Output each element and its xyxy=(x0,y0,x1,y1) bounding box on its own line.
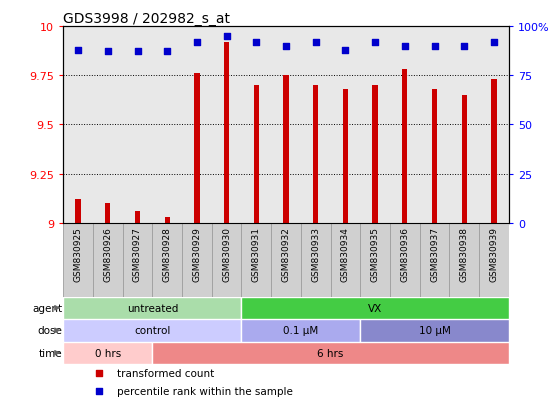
Bar xyxy=(241,319,360,342)
Text: GSM830932: GSM830932 xyxy=(282,227,290,282)
Point xyxy=(95,388,103,395)
Point xyxy=(163,49,172,56)
Bar xyxy=(194,74,200,223)
Text: GSM830928: GSM830928 xyxy=(163,227,172,282)
Bar xyxy=(449,223,479,297)
Point xyxy=(311,39,320,46)
Text: GSM830925: GSM830925 xyxy=(74,227,82,282)
Bar xyxy=(313,86,318,223)
Bar xyxy=(491,80,497,223)
Bar xyxy=(93,223,123,297)
Text: GSM830938: GSM830938 xyxy=(460,227,469,282)
Bar xyxy=(360,319,509,342)
Text: time: time xyxy=(39,348,63,358)
Bar xyxy=(301,223,331,297)
Text: GSM830929: GSM830929 xyxy=(192,227,201,282)
Bar xyxy=(283,76,289,223)
Point xyxy=(460,43,469,50)
Bar xyxy=(271,223,301,297)
Text: untreated: untreated xyxy=(126,303,178,313)
Text: 0.1 μM: 0.1 μM xyxy=(283,325,318,335)
Bar xyxy=(75,199,81,223)
Bar xyxy=(254,86,259,223)
Bar xyxy=(123,223,152,297)
Bar xyxy=(479,223,509,297)
Text: percentile rank within the sample: percentile rank within the sample xyxy=(117,387,293,396)
Text: 10 μM: 10 μM xyxy=(419,325,450,335)
Bar xyxy=(420,223,449,297)
Point xyxy=(490,39,498,46)
Bar xyxy=(212,223,241,297)
Point xyxy=(252,39,261,46)
Bar xyxy=(135,211,140,223)
Point xyxy=(282,43,290,50)
Bar xyxy=(432,90,437,223)
Point xyxy=(371,39,380,46)
Bar xyxy=(182,223,212,297)
Bar xyxy=(224,43,229,223)
Bar xyxy=(360,223,390,297)
Bar xyxy=(461,95,467,223)
Text: transformed count: transformed count xyxy=(117,368,214,378)
Bar xyxy=(63,342,152,364)
Bar xyxy=(402,70,408,223)
Bar xyxy=(63,319,241,342)
Bar xyxy=(241,223,271,297)
Text: GSM830926: GSM830926 xyxy=(103,227,112,282)
Point xyxy=(430,43,439,50)
Text: 6 hrs: 6 hrs xyxy=(317,348,344,358)
Point xyxy=(222,33,231,40)
Bar xyxy=(372,86,378,223)
Point xyxy=(133,49,142,56)
Text: GSM830931: GSM830931 xyxy=(252,227,261,282)
Bar xyxy=(164,217,170,223)
Point xyxy=(192,39,201,46)
Text: control: control xyxy=(134,325,170,335)
Bar xyxy=(390,223,420,297)
Text: agent: agent xyxy=(32,303,63,313)
Text: dose: dose xyxy=(38,325,63,335)
Text: GSM830939: GSM830939 xyxy=(490,227,498,282)
Point xyxy=(103,49,112,56)
Text: GSM830933: GSM830933 xyxy=(311,227,320,282)
Point xyxy=(74,47,82,54)
Text: GSM830927: GSM830927 xyxy=(133,227,142,282)
Text: GSM830930: GSM830930 xyxy=(222,227,231,282)
Text: VX: VX xyxy=(368,303,382,313)
Point xyxy=(95,370,103,377)
Text: 0 hrs: 0 hrs xyxy=(95,348,121,358)
Bar xyxy=(152,342,509,364)
Bar xyxy=(63,297,241,319)
Bar xyxy=(152,223,182,297)
Text: GSM830934: GSM830934 xyxy=(341,227,350,282)
Bar xyxy=(105,204,111,223)
Text: GSM830936: GSM830936 xyxy=(400,227,409,282)
Point xyxy=(341,47,350,54)
Text: GDS3998 / 202982_s_at: GDS3998 / 202982_s_at xyxy=(63,12,230,26)
Text: GSM830937: GSM830937 xyxy=(430,227,439,282)
Point xyxy=(400,43,409,50)
Bar xyxy=(331,223,360,297)
Text: GSM830935: GSM830935 xyxy=(371,227,380,282)
Bar xyxy=(63,223,93,297)
Bar xyxy=(241,297,509,319)
Bar xyxy=(343,90,348,223)
